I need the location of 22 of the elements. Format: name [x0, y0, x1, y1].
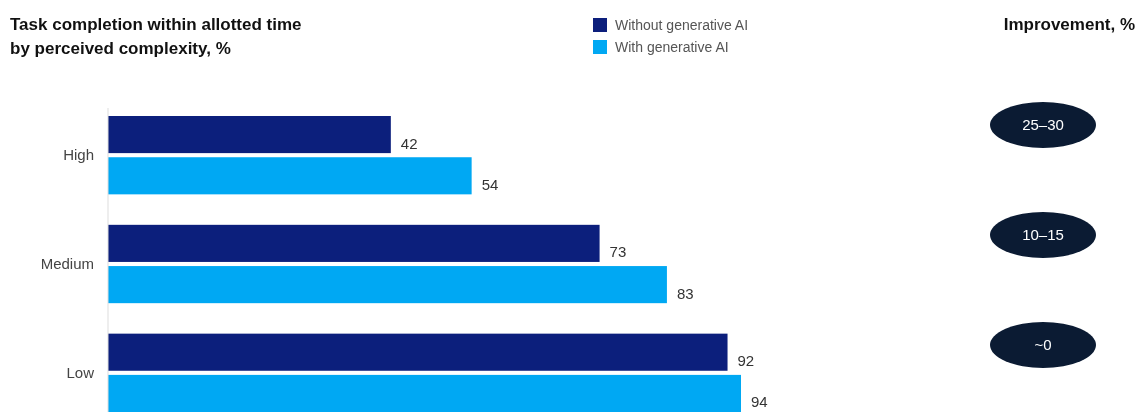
data-label: 54 [481, 175, 499, 193]
y-tick-label: Medium [40, 255, 94, 272]
y-tick-label: High [63, 146, 94, 164]
text: 10–15 [1022, 226, 1064, 243]
legend-label: Without generative AI [615, 17, 749, 33]
data-label: 83 [676, 284, 694, 302]
text: 25–30 [1022, 116, 1064, 133]
chart-title: Task completion within allotted time by perceived complexity, % [10, 15, 302, 58]
data-label: 94 [751, 393, 768, 411]
bar [108, 157, 472, 195]
y-tick-label: Low [66, 363, 95, 381]
bar [108, 333, 728, 371]
bar [108, 116, 391, 154]
legend-label: With generative AI [615, 39, 729, 55]
text: Improvement, % [1003, 15, 1135, 34]
data-label: 42 [400, 134, 418, 152]
text: ~0 [1034, 336, 1052, 353]
bar [108, 266, 667, 304]
bar [108, 374, 741, 412]
bar [108, 224, 600, 262]
data-label: 92 [737, 352, 755, 370]
data-label: 73 [609, 243, 627, 261]
